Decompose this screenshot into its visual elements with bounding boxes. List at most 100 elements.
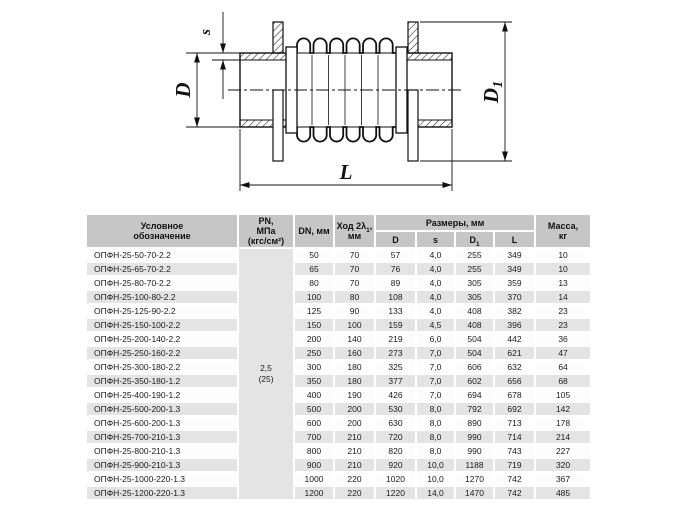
cell-stroke: 80: [335, 291, 374, 303]
cell-dn: 300: [295, 361, 333, 373]
cell-d: 89: [376, 277, 415, 289]
dim-label-l: L: [339, 160, 353, 184]
cell-l: 442: [495, 333, 535, 345]
cell-d1: 255: [456, 249, 493, 261]
cell-designation: ОПФН-25-150-100-2.2: [87, 319, 237, 331]
cell-stroke: 90: [335, 305, 374, 317]
cell-l: 742: [495, 487, 535, 499]
cell-mass: 10: [536, 263, 591, 275]
table-row: ОПФН-25-1000-220-1.3 1000 220 1020 10,0 …: [87, 473, 591, 485]
cell-s: 7,0: [417, 347, 454, 359]
cell-d: 920: [376, 459, 415, 471]
cell-l: 349: [495, 249, 535, 261]
cell-designation: ОПФН-25-400-190-1.2: [87, 389, 237, 401]
cell-d1: 408: [456, 319, 493, 331]
cell-s: 8,0: [417, 431, 454, 443]
cell-designation: ОПФН-25-500-200-1.3: [87, 403, 237, 415]
cell-stroke: 140: [335, 333, 374, 345]
cell-mass: 13: [536, 277, 591, 289]
cell-s: 8,0: [417, 403, 454, 415]
cell-mass: 367: [536, 473, 591, 485]
cell-d: 219: [376, 333, 415, 345]
cell-designation: ОПФН-25-800-210-1.3: [87, 445, 237, 457]
cell-d: 377: [376, 375, 415, 387]
dim-label-s: s: [198, 29, 214, 36]
cell-designation: ОПФН-25-200-140-2.2: [87, 333, 237, 345]
table-row: ОПФН-25-100-80-2.2 100 80 108 4,0 305 37…: [87, 291, 591, 303]
table-row: ОПФН-25-900-210-1.3 900 210 920 10,0 118…: [87, 459, 591, 471]
cell-d1: 890: [456, 417, 493, 429]
cell-s: 4,0: [417, 263, 454, 275]
header-designation: Условное обозначение: [87, 215, 237, 247]
cell-l: 714: [495, 431, 535, 443]
cell-l: 621: [495, 347, 535, 359]
cell-d: 273: [376, 347, 415, 359]
cell-dn: 350: [295, 375, 333, 387]
cell-stroke: 70: [335, 263, 374, 275]
cell-l: 382: [495, 305, 535, 317]
cell-l: 692: [495, 403, 535, 415]
cell-d1: 408: [456, 305, 493, 317]
cell-mass: 485: [536, 487, 591, 499]
cell-designation: ОПФН-25-100-80-2.2: [87, 291, 237, 303]
cell-dn: 250: [295, 347, 333, 359]
cell-d1: 1270: [456, 473, 493, 485]
table-header: Условное обозначение PN, МПа (кгс/см²) D…: [87, 215, 591, 247]
cell-s: 8,0: [417, 417, 454, 429]
dimension-d: D: [171, 52, 242, 128]
cell-d: 1220: [376, 487, 415, 499]
cell-d: 108: [376, 291, 415, 303]
cell-d1: 504: [456, 333, 493, 345]
cell-designation: ОПФН-25-600-200-1.3: [87, 417, 237, 429]
cell-stroke: 200: [335, 403, 374, 415]
cell-dn: 400: [295, 389, 333, 401]
table-row: ОПФН-25-250-160-2.2 250 160 273 7,0 504 …: [87, 347, 591, 359]
cell-d1: 990: [456, 431, 493, 443]
cell-stroke: 100: [335, 319, 374, 331]
cell-stroke: 210: [335, 459, 374, 471]
header-col-s: s: [417, 232, 454, 247]
cell-s: 7,0: [417, 389, 454, 401]
cell-mass: 214: [536, 431, 591, 443]
header-dn: DN, мм: [295, 215, 333, 247]
cell-l: 678: [495, 389, 535, 401]
cell-stroke: 190: [335, 389, 374, 401]
cell-mass: 14: [536, 291, 591, 303]
cell-stroke: 160: [335, 347, 374, 359]
cell-s: 10,0: [417, 473, 454, 485]
cell-s: 10,0: [417, 459, 454, 471]
dim-label-d1: D1: [479, 81, 506, 104]
cell-l: 396: [495, 319, 535, 331]
cell-d1: 990: [456, 445, 493, 457]
cell-stroke: 220: [335, 487, 374, 499]
cell-dn: 125: [295, 305, 333, 317]
cell-dn: 700: [295, 431, 333, 443]
cell-designation: ОПФН-25-65-70-2.2: [87, 263, 237, 275]
cell-mass: 142: [536, 403, 591, 415]
cell-l: 656: [495, 375, 535, 387]
cell-dn: 150: [295, 319, 333, 331]
cell-pn-merged: 2,5 (25): [239, 249, 293, 499]
cell-stroke: 220: [335, 473, 374, 485]
header-col-d1: D1: [456, 232, 493, 247]
table-row: ОПФН-25-800-210-1.3 800 210 820 8,0 990 …: [87, 445, 591, 457]
cell-dn: 100: [295, 291, 333, 303]
cell-mass: 10: [536, 249, 591, 261]
header-mass: Масса, кг: [536, 215, 591, 247]
cell-designation: ОПФН-25-1200-220-1.3: [87, 487, 237, 499]
cell-d: 76: [376, 263, 415, 275]
table-row: ОПФН-25-150-100-2.2 150 100 159 4,5 408 …: [87, 319, 591, 331]
table-body: ОПФН-25-50-70-2.2 2,5 (25) 50 70 57 4,0 25…: [87, 249, 591, 499]
cell-dn: 600: [295, 417, 333, 429]
cell-stroke: 70: [335, 249, 374, 261]
cell-d1: 1470: [456, 487, 493, 499]
cell-d1: 694: [456, 389, 493, 401]
cell-mass: 105: [536, 389, 591, 401]
cell-s: 4,0: [417, 305, 454, 317]
flange-right: [407, 21, 419, 162]
cell-l: 713: [495, 417, 535, 429]
cell-mass: 64: [536, 361, 591, 373]
cell-mass: 320: [536, 459, 591, 471]
cell-stroke: 70: [335, 277, 374, 289]
table-row: ОПФН-25-65-70-2.2 65 70 76 4,0 255 349 1…: [87, 263, 591, 275]
